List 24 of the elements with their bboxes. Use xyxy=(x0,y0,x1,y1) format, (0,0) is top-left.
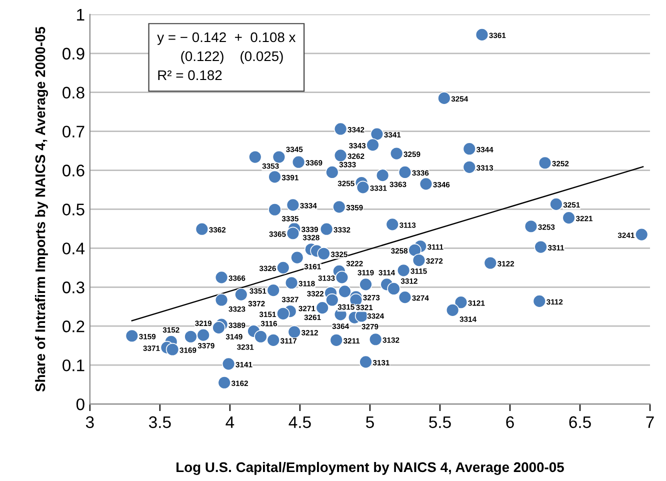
x-tick-label: 5.5 xyxy=(429,416,451,428)
y-tick-label: 1 xyxy=(77,9,84,20)
x-axis-title: Log U.S. Capital/Employment by NAICS 4, Average 2000-05 xyxy=(176,462,564,475)
y-tick-label: 0.2 xyxy=(62,320,84,332)
y-tick-label: 0.7 xyxy=(62,126,84,138)
y-axis-title: Share of Intrafirm Imports by NAICS 4, Average 2000-05 xyxy=(34,26,48,392)
x-tick-label: 6 xyxy=(506,416,514,428)
x-tick-label: 6.5 xyxy=(569,416,591,428)
y-tick-label: 0 xyxy=(76,398,84,410)
y-tick-label: 0.8 xyxy=(62,86,84,99)
annotation: y = − 0.142 + 0.108 x (0.122) (0.025) xyxy=(157,32,296,64)
y-tick-label: 0.5 xyxy=(62,204,84,216)
y-tick-label: 0.1 xyxy=(62,359,84,372)
x-tick-label: 3 xyxy=(86,416,94,428)
annotation: R² = 0.182 xyxy=(158,70,222,80)
x-tick-label: 3.5 xyxy=(148,416,171,428)
y-tick-label: 0.3 xyxy=(62,282,84,294)
y-tick-label: 0.9 xyxy=(62,48,84,60)
x-tick-label: 5 xyxy=(366,416,374,428)
y-tick-label: 0.6 xyxy=(62,164,84,176)
x-tick-label: 4.5 xyxy=(288,416,311,428)
x-tick-label: 4 xyxy=(226,416,234,428)
x-tick-label: 7 xyxy=(646,416,654,428)
y-tick-label: 0.4 xyxy=(62,242,85,254)
